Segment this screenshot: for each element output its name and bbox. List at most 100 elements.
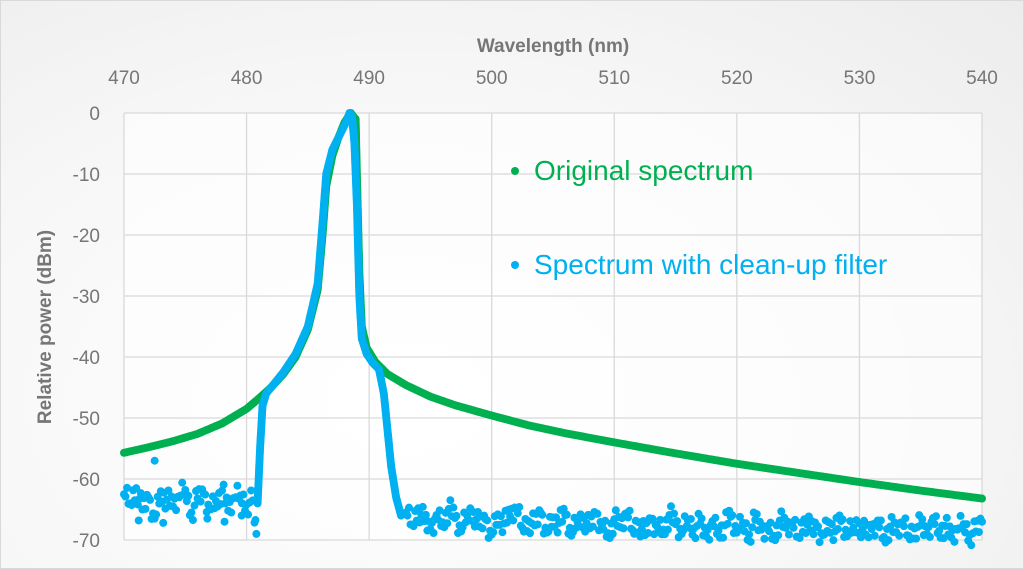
clean-up-noise-marker bbox=[190, 501, 199, 510]
clean-up-spectrum-point bbox=[397, 511, 406, 520]
plot-area bbox=[124, 113, 982, 540]
clean-up-noise-marker bbox=[777, 507, 786, 516]
clean-up-noise-marker bbox=[553, 528, 562, 537]
clean-up-noise-marker bbox=[774, 531, 783, 540]
clean-up-noise-marker bbox=[509, 516, 518, 525]
clean-up-noise-marker bbox=[864, 533, 873, 542]
clean-up-noise-marker bbox=[588, 522, 597, 531]
clean-up-noise-point bbox=[159, 518, 168, 527]
clean-up-noise-marker bbox=[705, 535, 714, 544]
clean-up-noise-marker bbox=[748, 523, 757, 532]
x-tick-label: 490 bbox=[353, 68, 385, 89]
clean-up-noise-marker bbox=[870, 531, 879, 540]
clean-up-noise-marker bbox=[728, 511, 737, 520]
y-tick-label: -40 bbox=[73, 348, 100, 369]
clean-up-noise-marker bbox=[244, 510, 253, 519]
clean-up-noise-marker bbox=[619, 524, 628, 533]
clean-up-noise-marker bbox=[884, 536, 893, 545]
x-tick-label: 510 bbox=[598, 68, 630, 89]
clean-up-noise-marker bbox=[452, 511, 461, 520]
clean-up-noise-marker bbox=[827, 520, 836, 529]
y-tick-label: -70 bbox=[73, 531, 100, 552]
clean-up-noise-marker bbox=[719, 533, 728, 542]
clean-up-noise-point bbox=[187, 508, 196, 517]
clean-up-noise-marker bbox=[875, 523, 884, 532]
clean-up-noise-marker bbox=[558, 517, 567, 526]
clean-up-noise-marker bbox=[809, 530, 818, 539]
clean-up-noise-marker bbox=[746, 537, 755, 546]
clean-up-noise-marker bbox=[673, 517, 682, 526]
clean-up-noise-marker bbox=[526, 529, 535, 538]
clean-up-noise-marker bbox=[932, 512, 941, 521]
legend-marker-clean-up bbox=[511, 261, 519, 269]
y-axis-title: Relative power (dBm) bbox=[35, 230, 56, 424]
x-axis-title: Wavelength (nm) bbox=[477, 36, 629, 57]
clean-up-noise-marker bbox=[829, 536, 838, 545]
y-tick-label: -10 bbox=[73, 165, 100, 186]
clean-up-noise-marker bbox=[123, 483, 132, 492]
clean-up-noise-point bbox=[203, 514, 212, 523]
clean-up-noise-marker bbox=[967, 541, 976, 550]
clean-up-noise-marker bbox=[833, 525, 842, 534]
clean-up-noise-marker bbox=[429, 528, 438, 537]
y-tick-label: 0 bbox=[89, 104, 100, 125]
clean-up-noise-point bbox=[237, 511, 246, 520]
y-tick-labels: 0 -10 -20 -30 -40 -50 -60 -70 bbox=[73, 104, 100, 552]
clean-up-noise-marker bbox=[503, 518, 512, 527]
clean-up-noise-marker bbox=[942, 513, 951, 522]
clean-up-noise-marker bbox=[895, 531, 904, 540]
clean-up-noise-marker bbox=[247, 486, 256, 495]
clean-up-noise-marker bbox=[608, 529, 617, 538]
clean-up-noise-marker bbox=[876, 516, 885, 525]
clean-up-noise-marker bbox=[184, 491, 193, 500]
clean-up-noise-marker bbox=[446, 496, 455, 505]
clean-up-noise-marker bbox=[233, 481, 242, 490]
clean-up-noise-marker bbox=[513, 509, 522, 518]
clean-up-noise-marker bbox=[421, 510, 430, 519]
clean-up-noise-marker bbox=[201, 490, 210, 499]
clean-up-noise-marker bbox=[219, 480, 228, 489]
clean-up-noise-marker bbox=[611, 506, 620, 515]
clean-up-noise-marker bbox=[670, 509, 679, 518]
x-tick-label: 500 bbox=[476, 68, 508, 89]
clean-up-noise-marker bbox=[141, 504, 150, 513]
clean-up-noise-marker bbox=[443, 519, 452, 528]
x-tick-label: 540 bbox=[966, 68, 998, 89]
y-tick-label: -60 bbox=[73, 470, 100, 491]
clean-up-noise-marker bbox=[178, 478, 187, 487]
clean-up-noise-marker bbox=[666, 502, 675, 511]
clean-up-noise-point bbox=[252, 529, 261, 538]
clean-up-noise-marker bbox=[838, 515, 847, 524]
legend-label-original: Original spectrum bbox=[534, 155, 753, 186]
clean-up-noise-marker bbox=[901, 514, 910, 523]
clean-up-noise-marker bbox=[846, 517, 855, 526]
clean-up-noise-marker bbox=[146, 495, 155, 504]
clean-up-noise-marker bbox=[711, 513, 720, 522]
clean-up-noise-marker bbox=[121, 492, 130, 501]
clean-up-noise-marker bbox=[791, 515, 800, 524]
clean-up-noise-marker bbox=[925, 532, 934, 541]
clean-up-noise-marker bbox=[648, 514, 657, 523]
legend-marker-original bbox=[511, 167, 519, 175]
clean-up-noise-marker bbox=[483, 516, 492, 525]
x-tick-label: 480 bbox=[231, 68, 263, 89]
clean-up-noise-marker bbox=[735, 512, 744, 521]
clean-up-noise-marker bbox=[498, 528, 507, 537]
clean-up-noise-marker bbox=[251, 516, 260, 525]
clean-up-noise-marker bbox=[686, 514, 695, 523]
clean-up-noise-marker bbox=[515, 503, 524, 512]
clean-up-noise-marker bbox=[697, 514, 706, 523]
clean-up-noise-marker bbox=[752, 510, 761, 519]
y-tick-label: -50 bbox=[73, 409, 100, 430]
clean-up-noise-marker bbox=[950, 537, 959, 546]
clean-up-noise-marker bbox=[784, 530, 793, 539]
clean-up-noise-marker bbox=[625, 506, 634, 515]
clean-up-noise-marker bbox=[691, 534, 700, 543]
series-clean-up-filter bbox=[120, 109, 986, 550]
clean-up-noise-marker bbox=[196, 497, 205, 506]
x-tick-label: 530 bbox=[844, 68, 876, 89]
clean-up-noise-marker bbox=[742, 519, 751, 528]
clean-up-noise-point bbox=[745, 530, 754, 539]
y-tick-label: -30 bbox=[73, 287, 100, 308]
